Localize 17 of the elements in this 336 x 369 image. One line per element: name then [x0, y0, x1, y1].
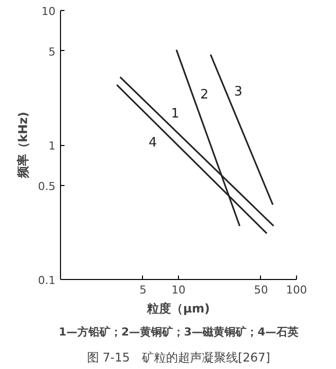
x-tick-label: 10: [172, 284, 186, 296]
y-tick-label: 1: [48, 140, 56, 152]
text: 1—方铅矿；2—黄铜矿；3—磁黄铜矿；4—石英: [58, 326, 298, 338]
text: 图 7-15 矿粒的超声凝聚线[267]: [86, 350, 270, 364]
y-tick-label: 5: [48, 45, 56, 58]
y-axis-title: 频率（kHz): [16, 112, 30, 180]
x-tick-label: 5: [139, 284, 146, 296]
x-tick-label: 100: [286, 284, 307, 296]
y-tick-label: 0.1: [38, 274, 56, 287]
x-tick-label: 50: [254, 284, 268, 296]
series-label: 2: [200, 88, 209, 103]
y-tick-label: 0.5: [38, 180, 56, 193]
series-label: 3: [234, 84, 242, 100]
y-tick-label: 10: [42, 5, 56, 18]
series-label: 4: [148, 135, 157, 150]
series-label: 1: [171, 106, 180, 122]
x-axis-title: 粒度（μm): [146, 302, 210, 316]
